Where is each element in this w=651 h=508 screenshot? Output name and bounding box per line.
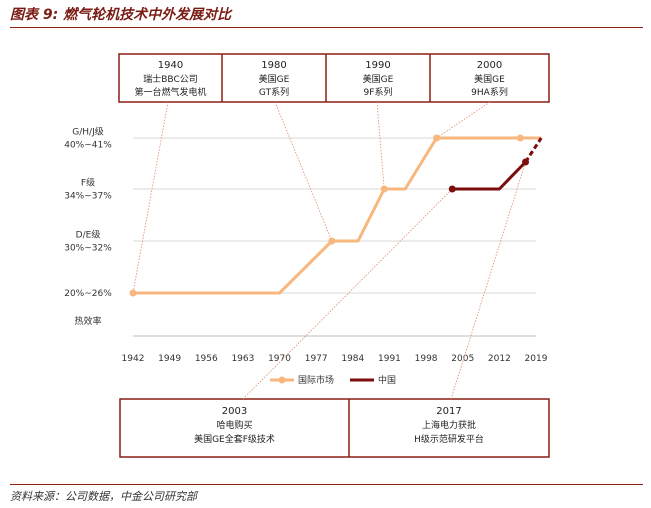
x-tick-label: 2012 — [488, 354, 511, 364]
international-series-line — [133, 136, 542, 295]
x-tick-label: 2019 — [525, 354, 548, 364]
international-data-point — [433, 134, 441, 142]
annotation-text: 第一台燃气发电机 — [134, 86, 206, 98]
x-tick-label: 1998 — [415, 354, 438, 364]
y-tick-label: F级 — [81, 177, 95, 189]
international-data-point — [380, 185, 388, 193]
annotation-year: 1980 — [261, 60, 286, 71]
x-tick-label: 2005 — [451, 354, 474, 364]
x-tick-label: 1984 — [341, 354, 364, 364]
annotation-text: 美国GE — [474, 73, 505, 85]
y-tick-label: 20%~26% — [64, 289, 112, 299]
annotation-leader-line — [376, 101, 385, 190]
x-tick-label: 1991 — [378, 354, 401, 364]
annotation-text: 哈电购买 — [216, 419, 252, 431]
annotation-year: 1940 — [158, 60, 183, 71]
x-tick-label: 1942 — [122, 354, 145, 364]
annotation-leader-line — [436, 101, 491, 139]
y-tick-label: 40%~41% — [64, 141, 112, 151]
international-data-point — [129, 289, 137, 297]
annotation-year: 2003 — [222, 406, 247, 417]
y-tick-label: 30%~32% — [64, 244, 112, 254]
annotation-leader-line — [274, 101, 333, 242]
china-data-point — [448, 185, 456, 193]
annotation-text: 美国GE — [363, 73, 394, 85]
x-tick-label: 1963 — [231, 354, 254, 364]
legend-marker — [278, 376, 286, 384]
international-data-point — [516, 134, 524, 142]
y-tick-label: 34%~37% — [64, 192, 112, 202]
x-tick-label: 1949 — [158, 354, 181, 364]
annotation-text: 美国GE全套F级技术 — [194, 433, 275, 445]
y-axis-title: 热效率 — [74, 315, 101, 327]
china-projected-line — [524, 137, 543, 163]
annotation-text: H级示范研发平台 — [414, 433, 484, 445]
annotation-text: GT系列 — [259, 86, 289, 98]
y-tick-label: G/H/J级 — [72, 126, 103, 138]
annotation-text: 瑞士BBC公司 — [143, 73, 197, 85]
legend-label: 中国 — [378, 374, 396, 386]
china-data-point — [522, 158, 530, 166]
legend-label: 国际市场 — [298, 374, 334, 386]
x-tick-label: 1956 — [195, 354, 218, 364]
annotation-leader-line — [450, 161, 526, 400]
figure-title: 图表 9: 燃气轮机技术中外发展对比 — [10, 7, 232, 23]
china-series-line — [452, 160, 527, 191]
annotation-year: 1990 — [365, 60, 390, 71]
x-tick-label: 1970 — [268, 354, 291, 364]
annotation-text: 9F系列 — [364, 86, 393, 98]
x-tick-label: 1977 — [305, 354, 328, 364]
annotation-text: 上海电力获批 — [422, 419, 476, 431]
source-divider — [10, 484, 643, 485]
title-divider — [10, 27, 643, 28]
international-data-point — [328, 237, 336, 245]
bottom-annotation-frame — [119, 398, 550, 458]
annotation-text: 美国GE — [259, 73, 290, 85]
annotation-leader-line — [132, 101, 169, 294]
annotation-year: 2017 — [436, 406, 461, 417]
y-tick-label: D/E级 — [76, 229, 101, 241]
annotation-text: 9HA系列 — [471, 86, 508, 98]
top-annotation-frame — [118, 53, 550, 103]
annotation-year: 2000 — [477, 60, 502, 71]
source-note: 资料来源：公司数据，中金公司研究部 — [10, 490, 197, 503]
annotation-leader-line — [242, 188, 453, 400]
